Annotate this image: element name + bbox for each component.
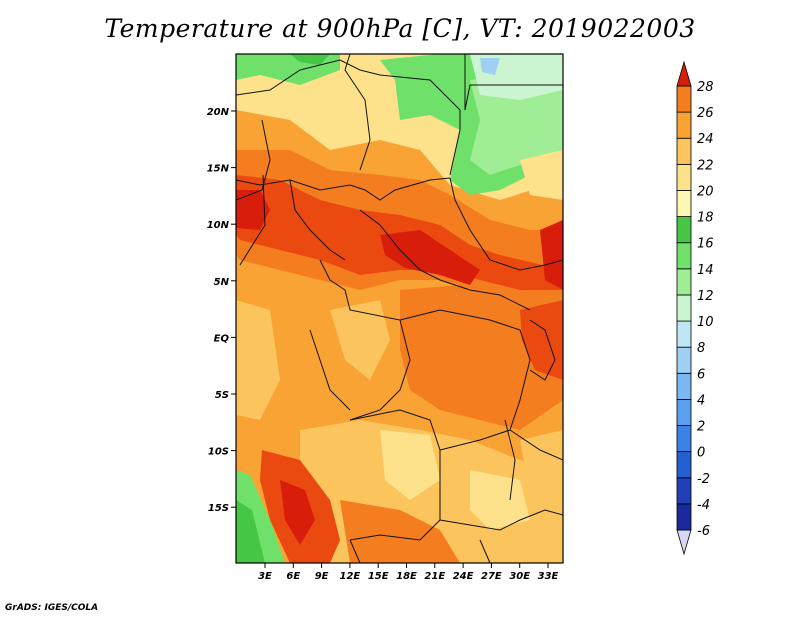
lat-tick-label: 10N xyxy=(207,220,230,231)
lon-tick-label: 3E xyxy=(258,571,272,582)
lon-tick-label: 9E xyxy=(315,571,329,582)
colorbar-swatch xyxy=(676,242,692,270)
lon-tick-label: 6E xyxy=(286,571,300,582)
colorbar-swatch xyxy=(676,268,692,296)
colorbar-label: 26 xyxy=(697,106,714,121)
colorbar-swatch xyxy=(676,190,692,217)
lon-tick-label: 24E xyxy=(453,571,474,582)
colorbar-swatch xyxy=(676,399,692,426)
temperature-field xyxy=(236,54,563,563)
colorbar-label: 18 xyxy=(697,211,714,226)
colorbar-label: -4 xyxy=(697,498,710,513)
colorbar-label: 0 xyxy=(697,446,705,461)
colorbar-swatch xyxy=(676,85,692,113)
colorbar-swatch xyxy=(676,320,692,348)
lat-tick-label: 15S xyxy=(208,503,229,514)
colorbar-swatch xyxy=(676,111,692,139)
lat-tick-label: 20N xyxy=(207,107,230,118)
lon-tick-label: 33E xyxy=(538,571,559,582)
colorbar-swatch xyxy=(676,503,692,531)
colorbar-label: 12 xyxy=(697,289,714,304)
colorbar-swatch xyxy=(676,529,692,556)
colorbar-swatch xyxy=(676,451,692,479)
colorbar-swatch xyxy=(676,216,692,244)
colorbar-swatches xyxy=(676,60,692,556)
colorbar-label: -2 xyxy=(697,472,710,487)
plot-frame xyxy=(235,53,564,564)
longitude-axis: 3E 6E 9E 12E 15E 18E 21E 24E 27E 30E 33E xyxy=(258,563,559,582)
colorbar-label: 10 xyxy=(697,315,714,330)
lat-tick-label: EQ xyxy=(214,333,230,344)
colorbar-label: 14 xyxy=(697,263,714,278)
lon-tick-label: 21E xyxy=(424,571,445,582)
lon-tick-label: 12E xyxy=(340,571,361,582)
lon-tick-label: 27E xyxy=(481,571,502,582)
lat-tick-label: 5S xyxy=(215,390,229,401)
lat-tick-label: 10S xyxy=(208,447,229,458)
colorbar-swatch xyxy=(676,372,692,400)
colorbar-label: 2 xyxy=(697,420,705,435)
latitude-axis: 20N 15N 10N 5N EQ 5S 10S 15S xyxy=(207,107,236,514)
lon-tick-label: 15E xyxy=(368,571,389,582)
colorbar-swatch xyxy=(676,137,692,165)
colorbar-label: 28 xyxy=(697,80,714,95)
colorbar-label: 20 xyxy=(697,184,714,199)
country-borders xyxy=(236,54,563,563)
colorbar-swatch xyxy=(676,346,692,374)
lon-tick-label: 30E xyxy=(509,571,530,582)
map-title: Temperature at 900hPa [C], VT: 201902200… xyxy=(104,14,696,43)
colorbar-label: 6 xyxy=(697,367,705,382)
colorbar-label: 24 xyxy=(697,132,714,147)
lat-tick-label: 15N xyxy=(207,164,230,175)
credit-text: GrADS: IGES/COLA xyxy=(5,603,99,613)
colorbar-swatch xyxy=(676,425,692,453)
colorbar-label: 16 xyxy=(697,237,714,252)
colorbar-swatch xyxy=(676,163,692,191)
colorbar-swatch xyxy=(676,477,692,505)
lat-tick-label: 5N xyxy=(214,277,230,288)
colorbar-label: 8 xyxy=(697,341,705,356)
colorbar-label: 22 xyxy=(697,158,714,173)
lon-tick-label: 18E xyxy=(396,571,417,582)
colorbar-swatch xyxy=(676,60,692,87)
colorbar-swatch xyxy=(676,294,692,322)
colorbar-label: 4 xyxy=(697,393,705,408)
colorbar-label: -6 xyxy=(697,524,710,539)
